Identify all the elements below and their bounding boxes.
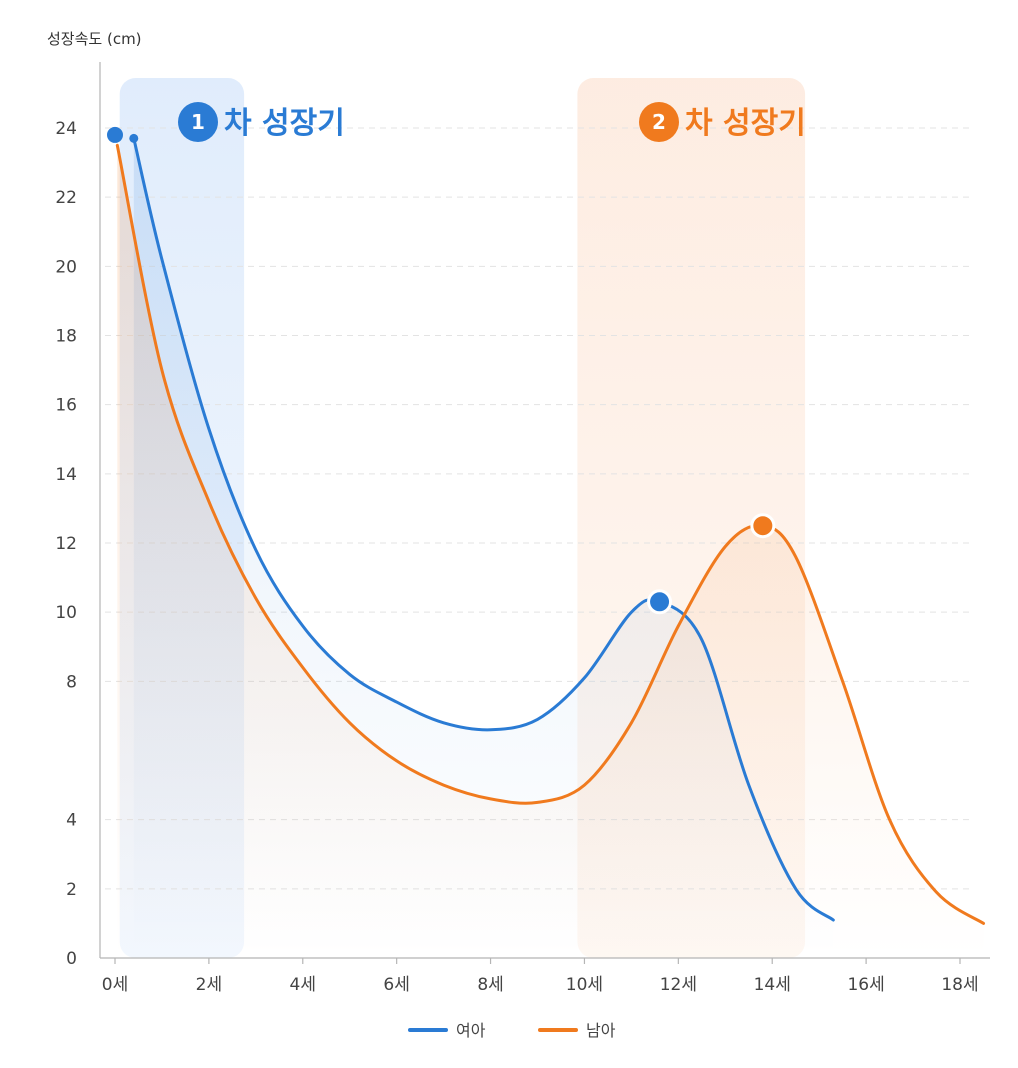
y-tick-label: 20	[55, 257, 77, 277]
y-tick-label: 16	[55, 396, 77, 416]
y-tick-label: 0	[66, 949, 77, 969]
x-tick-label: 10세	[566, 975, 603, 995]
legend: 여아 남아	[408, 1021, 616, 1040]
x-tick-label: 4세	[290, 975, 316, 995]
series-line-1	[132, 136, 835, 922]
y-tick-label: 4	[66, 811, 77, 831]
x-tick-label: 14세	[754, 975, 791, 995]
start-marker	[107, 126, 123, 143]
series-line-2	[115, 143, 985, 925]
legend-label-1: 여아	[456, 1021, 486, 1040]
y-tick-label: 12	[55, 534, 77, 554]
series-fill-2	[117, 145, 984, 959]
phase-number: 2	[652, 110, 666, 134]
legend-label-2: 남아	[586, 1021, 616, 1040]
peak-marker-2	[750, 513, 776, 539]
y-tick-label: 24	[55, 119, 77, 139]
y-tick-label: 2	[66, 880, 77, 900]
y-tick-label: 18	[55, 327, 77, 347]
y-tick-label: 8	[66, 672, 77, 692]
phase-number-badge-2	[639, 102, 679, 142]
x-tick-label: 12세	[660, 975, 697, 995]
series-markers	[107, 126, 776, 615]
series-lines	[115, 136, 985, 925]
x-tick-label: 2세	[196, 975, 222, 995]
phase-label-1: 차 성장기	[224, 106, 345, 141]
y-axis-label: 성장속도 (cm)	[47, 30, 142, 48]
y-tick-label: 22	[55, 188, 77, 208]
phase-number-badge-1	[178, 102, 218, 142]
phase-label-2: 차 성장기	[685, 106, 806, 141]
start-marker	[129, 133, 139, 143]
y-tick-label: 14	[55, 465, 77, 485]
peak-marker-1	[647, 589, 673, 615]
phase-number: 1	[191, 110, 205, 134]
y-tick-label: 10	[55, 603, 77, 623]
band-labels: 1 차 성장기 2 차 성장기	[178, 102, 806, 142]
x-tick-label: 8세	[477, 975, 503, 995]
x-tick-label: 18세	[941, 975, 978, 995]
x-tick-label: 6세	[383, 975, 409, 995]
x-tick-label: 0세	[102, 975, 128, 995]
series-area-fills	[117, 138, 984, 959]
x-tick-label: 16세	[847, 975, 884, 995]
